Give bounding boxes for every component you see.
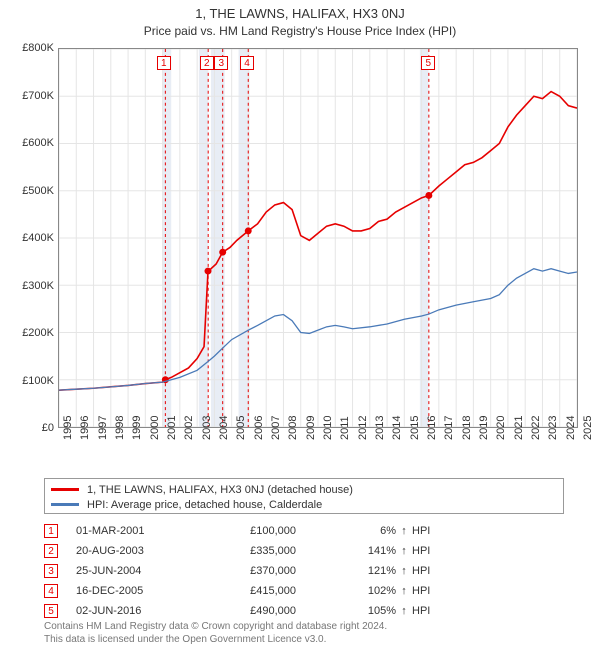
sale-date: 16-DEC-2005: [76, 585, 216, 597]
legend-swatch-hpi: [51, 503, 79, 506]
sale-row-4: 4 16-DEC-2005£415,000102%↑HPI: [44, 582, 564, 600]
sale-ref: HPI: [412, 525, 564, 537]
footer-line-1: Contains HM Land Registry data © Crown c…: [44, 621, 387, 632]
plot-area: [58, 48, 578, 428]
sale-price: £100,000: [216, 525, 326, 537]
x-axis-tick: 2004: [218, 416, 230, 440]
arrow-up-icon: ↑: [396, 545, 412, 557]
chart-subtitle: Price paid vs. HM Land Registry's House …: [0, 24, 600, 38]
x-axis-tick: 2012: [357, 416, 369, 440]
y-axis-tick: £600K: [4, 137, 54, 149]
x-axis-tick: 2025: [582, 416, 594, 440]
sale-ref: HPI: [412, 605, 564, 617]
arrow-up-icon: ↑: [396, 525, 412, 537]
sale-pct: 141%: [326, 545, 396, 557]
arrow-up-icon: ↑: [396, 605, 412, 617]
x-axis-tick: 2000: [149, 416, 161, 440]
sale-marker-1: 1: [157, 56, 171, 70]
chart-title: 1, THE LAWNS, HALIFAX, HX3 0NJ: [0, 6, 600, 21]
sale-pct: 105%: [326, 605, 396, 617]
x-axis-tick: 1997: [97, 416, 109, 440]
sale-price: £415,000: [216, 585, 326, 597]
sale-pct: 102%: [326, 585, 396, 597]
sale-price: £370,000: [216, 565, 326, 577]
legend-swatch-property: [51, 488, 79, 491]
sale-marker-box: 1: [44, 524, 58, 538]
legend-item-property: 1, THE LAWNS, HALIFAX, HX3 0NJ (detached…: [51, 482, 557, 497]
sale-marker-box: 5: [44, 604, 58, 618]
sale-price: £335,000: [216, 545, 326, 557]
x-axis-tick: 2010: [322, 416, 334, 440]
x-axis-tick: 2020: [495, 416, 507, 440]
x-axis-tick: 2007: [270, 416, 282, 440]
sale-marker-4: 4: [240, 56, 254, 70]
sale-date: 20-AUG-2003: [76, 545, 216, 557]
x-axis-tick: 2017: [443, 416, 455, 440]
sale-price: £490,000: [216, 605, 326, 617]
sale-marker-3: 3: [214, 56, 228, 70]
x-axis-tick: 1996: [79, 416, 91, 440]
sale-marker-box: 3: [44, 564, 58, 578]
x-axis-tick: 2022: [530, 416, 542, 440]
x-axis-tick: 2009: [305, 416, 317, 440]
sale-row-3: 3 25-JUN-2004£370,000121%↑HPI: [44, 562, 564, 580]
sale-ref: HPI: [412, 585, 564, 597]
sale-row-1: 1 01-MAR-2001£100,0006%↑HPI: [44, 522, 564, 540]
x-axis-tick: 2016: [426, 416, 438, 440]
x-axis-tick: 2005: [235, 416, 247, 440]
x-axis-tick: 2021: [513, 416, 525, 440]
x-axis-tick: 2024: [565, 416, 577, 440]
x-axis-tick: 2013: [374, 416, 386, 440]
sale-date: 02-JUN-2016: [76, 605, 216, 617]
sale-marker-2: 2: [200, 56, 214, 70]
arrow-up-icon: ↑: [396, 585, 412, 597]
sale-marker-5: 5: [421, 56, 435, 70]
y-axis-tick: £800K: [4, 42, 54, 54]
x-axis-tick: 1998: [114, 416, 126, 440]
legend: 1, THE LAWNS, HALIFAX, HX3 0NJ (detached…: [44, 478, 564, 514]
x-axis-tick: 2002: [183, 416, 195, 440]
x-axis-tick: 2006: [253, 416, 265, 440]
chart-container: 1, THE LAWNS, HALIFAX, HX3 0NJ Price pai…: [0, 0, 600, 650]
sale-pct: 6%: [326, 525, 396, 537]
footer-attribution: Contains HM Land Registry data © Crown c…: [44, 620, 564, 646]
x-axis-tick: 1995: [62, 416, 74, 440]
x-axis-tick: 2015: [409, 416, 421, 440]
legend-label-hpi: HPI: Average price, detached house, Cald…: [87, 499, 322, 511]
sale-date: 25-JUN-2004: [76, 565, 216, 577]
y-axis-tick: £400K: [4, 232, 54, 244]
x-axis-tick: 2001: [166, 416, 178, 440]
sale-marker-box: 4: [44, 584, 58, 598]
sale-pct: 121%: [326, 565, 396, 577]
footer-line-2: This data is licensed under the Open Gov…: [44, 634, 326, 645]
y-axis-tick: £500K: [4, 185, 54, 197]
y-axis-tick: £200K: [4, 327, 54, 339]
legend-item-hpi: HPI: Average price, detached house, Cald…: [51, 497, 557, 512]
sale-date: 01-MAR-2001: [76, 525, 216, 537]
sale-row-2: 2 20-AUG-2003£335,000141%↑HPI: [44, 542, 564, 560]
x-axis-tick: 2014: [391, 416, 403, 440]
x-axis-tick: 2023: [547, 416, 559, 440]
sale-ref: HPI: [412, 545, 564, 557]
legend-label-property: 1, THE LAWNS, HALIFAX, HX3 0NJ (detached…: [87, 484, 353, 496]
sale-row-5: 5 02-JUN-2016£490,000105%↑HPI: [44, 602, 564, 620]
y-axis-tick: £700K: [4, 90, 54, 102]
sale-ref: HPI: [412, 565, 564, 577]
x-axis-tick: 2018: [461, 416, 473, 440]
sale-marker-box: 2: [44, 544, 58, 558]
y-axis-tick: £100K: [4, 375, 54, 387]
arrow-up-icon: ↑: [396, 565, 412, 577]
x-axis-tick: 2011: [339, 416, 351, 440]
y-axis-tick: £300K: [4, 280, 54, 292]
x-axis-tick: 2003: [201, 416, 213, 440]
y-axis-tick: £0: [4, 422, 54, 434]
x-axis-tick: 2008: [287, 416, 299, 440]
x-axis-tick: 1999: [131, 416, 143, 440]
x-axis-tick: 2019: [478, 416, 490, 440]
